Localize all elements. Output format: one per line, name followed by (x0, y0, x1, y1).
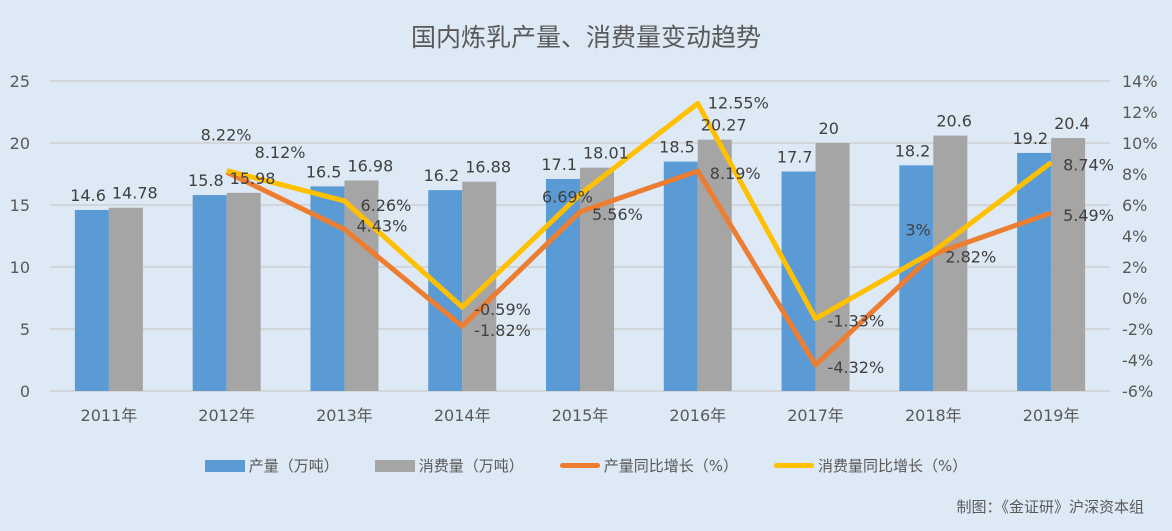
bar-consumption (1051, 138, 1086, 391)
bar-production (74, 209, 109, 391)
line-data-label: 6.26% (360, 196, 411, 215)
left-tick-label: 15 (10, 196, 30, 215)
legend-swatch (774, 463, 815, 468)
bar-data-label: 16.98 (347, 156, 393, 175)
bar-data-label: 20.4 (1054, 114, 1090, 133)
bar-data-label: 15.98 (230, 169, 276, 188)
legend-label: 消费量同比增长（%） (818, 457, 968, 475)
line-data-label: 5.56% (592, 205, 643, 224)
right-tick-label: 4% (1122, 227, 1147, 246)
bar-data-label: 16.88 (465, 158, 511, 177)
x-tick-label: 2019年 (1023, 406, 1080, 425)
bar-data-label: 18.5 (659, 138, 695, 157)
x-tick-label: 2011年 (81, 406, 138, 425)
bar-data-label: 20 (819, 119, 839, 138)
legend-item-production-growth: 产量同比增长（%） (559, 455, 739, 476)
credit-text: 制图：《金证研》沪深资本组 (956, 498, 1144, 516)
bar-data-label: 14.6 (70, 186, 106, 205)
bar-data-label: 20.6 (936, 112, 972, 131)
legend-item-consumption: 消费量（万吨） (374, 455, 524, 476)
right-tick-label: 8% (1122, 165, 1147, 184)
bar-data-label: 17.7 (777, 148, 813, 167)
bar-data-label: 14.78 (112, 184, 158, 203)
right-tick-label: -6% (1122, 382, 1153, 401)
right-tick-label: -4% (1122, 351, 1153, 370)
line-data-label: -1.82% (474, 321, 531, 340)
bar-production (663, 161, 698, 391)
bar-data-label: 15.8 (188, 171, 224, 190)
legend-swatch (204, 459, 245, 472)
left-tick-label: 0 (20, 382, 30, 401)
bar-consumption (462, 181, 497, 391)
bar-data-label: 17.1 (541, 155, 577, 174)
left-tick-label: 5 (20, 320, 30, 339)
legend: 产量（万吨） 消费量（万吨） 产量同比增长（%） 消费量同比增长（%） (0, 455, 1172, 476)
bar-consumption (815, 143, 850, 391)
bar-data-label: 16.2 (424, 166, 460, 185)
right-tick-label: 14% (1122, 72, 1158, 91)
line-data-label: 2.82% (945, 247, 996, 266)
line-data-label: 4.43% (356, 216, 407, 235)
right-tick-label: 2% (1122, 258, 1147, 277)
right-tick-label: 6% (1122, 196, 1147, 215)
line-data-label: -0.59% (474, 300, 531, 319)
bar-data-label: 20.27 (701, 116, 747, 135)
left-tick-label: 25 (10, 72, 30, 91)
line-data-label: 3% (905, 221, 930, 240)
chart-title: 国内炼乳产量、消费量变动趋势 (410, 23, 761, 52)
bar-data-label: 19.2 (1012, 129, 1048, 148)
right-tick-label: 0% (1122, 289, 1147, 308)
left-tick-label: 10 (10, 258, 30, 277)
line-data-label: 12.55% (708, 93, 769, 112)
bar-data-label: 18.01 (583, 144, 629, 163)
x-tick-label: 2012年 (198, 406, 255, 425)
legend-label: 产量（万吨） (248, 457, 339, 475)
line-data-label: 5.49% (1063, 206, 1114, 225)
bar-production (1017, 152, 1052, 391)
line-data-label: 6.69% (542, 187, 593, 206)
bar-consumption (108, 207, 143, 391)
bar-data-label: 16.5 (306, 162, 342, 181)
line-data-label: -4.32% (828, 358, 885, 377)
x-tick-label: 2018年 (905, 406, 962, 425)
legend-item-production: 产量（万吨） (204, 455, 339, 476)
x-tick-label: 2017年 (787, 406, 844, 425)
bar-consumption (933, 135, 968, 391)
legend-label: 产量同比增长（%） (603, 457, 739, 475)
x-tick-label: 2014年 (434, 406, 491, 425)
legend-swatch (374, 459, 415, 472)
line-data-label: -1.33% (828, 312, 885, 331)
line-data-label: 8.12% (255, 143, 306, 162)
legend-label: 消费量（万吨） (418, 457, 524, 475)
x-tick-label: 2016年 (669, 406, 726, 425)
right-tick-label: 12% (1122, 103, 1158, 122)
bar-consumption (226, 192, 261, 391)
bar-data-label: 18.2 (895, 141, 931, 160)
right-tick-label: 10% (1122, 134, 1158, 153)
line-production-growth (225, 168, 1052, 368)
line-data-label: 8.74% (1063, 156, 1114, 175)
line-data-label: 8.22% (201, 126, 252, 145)
line-consumption-growth (226, 100, 1053, 322)
right-tick-label: -2% (1122, 320, 1153, 339)
legend-swatch (559, 463, 600, 468)
line-data-label: 8.19% (710, 164, 761, 183)
legend-item-consumption-growth: 消费量同比增长（%） (774, 455, 967, 476)
bar-production (192, 195, 227, 391)
x-tick-label: 2013年 (316, 406, 373, 425)
left-tick-label: 20 (10, 134, 30, 153)
x-tick-label: 2015年 (552, 406, 609, 425)
